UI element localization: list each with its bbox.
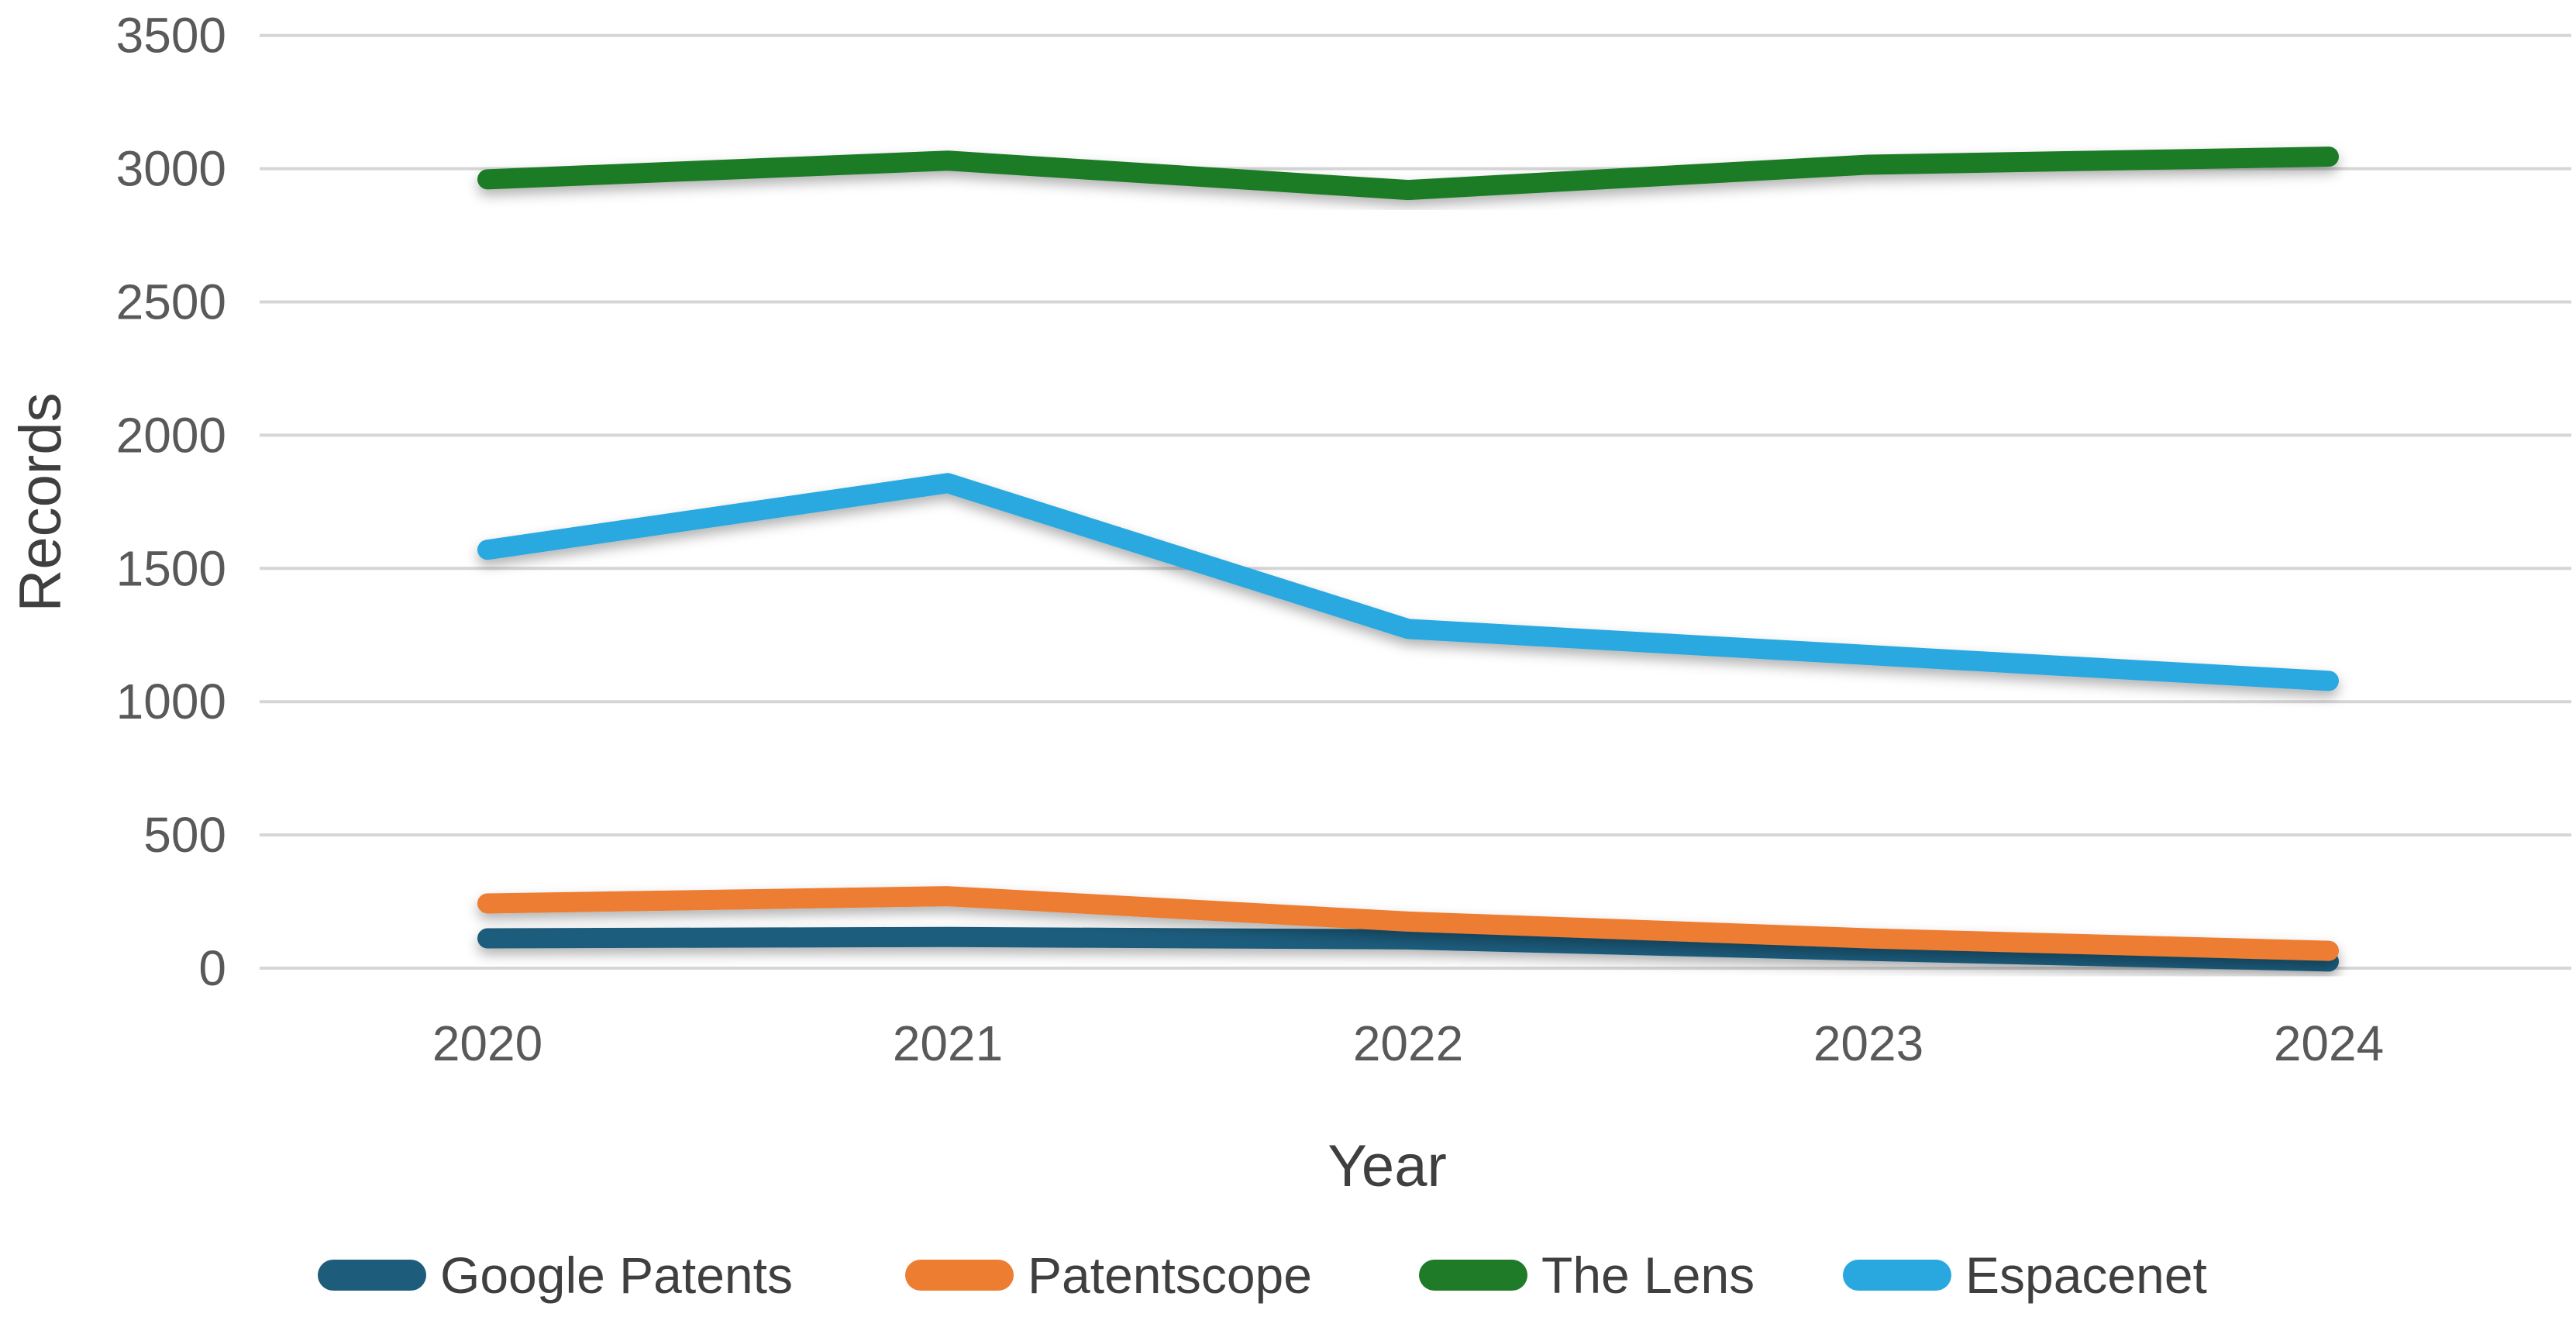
- legend-swatch-espacenet: [1843, 1260, 1951, 1291]
- x-tick-label-2024: 2024: [2274, 1015, 2384, 1071]
- y-tick-label-3000: 3000: [116, 141, 226, 197]
- y-tick-label-2500: 2500: [116, 274, 226, 330]
- legend-swatch-patentscope: [905, 1260, 1014, 1291]
- legend-label-google-patents: Google Patents: [440, 1246, 793, 1304]
- legend-swatch-google-patents: [318, 1260, 426, 1291]
- y-axis-title: Records: [8, 393, 74, 612]
- y-tick-label-1500: 1500: [116, 540, 226, 596]
- series-line-espacenet: [477, 473, 2339, 691]
- x-tick-label-2020: 2020: [432, 1015, 542, 1071]
- x-tick-label-2023: 2023: [1813, 1015, 1923, 1071]
- legend: Google Patents Patentscope The Lens Espacen…: [318, 1246, 2207, 1304]
- y-axis-tick-labels: 0 500 1000 1500 2000 2500 3000 3500: [116, 8, 226, 996]
- y-tick-label-500: 500: [143, 807, 226, 863]
- x-tick-label-2021: 2021: [893, 1015, 1003, 1071]
- legend-label-patentscope: Patentscope: [1028, 1246, 1312, 1304]
- y-tick-label-0: 0: [198, 940, 226, 996]
- y-tick-label-1000: 1000: [116, 674, 226, 729]
- series-line-patentscope: [477, 886, 2339, 961]
- x-axis-tick-labels: 2020 2021 2022 2023 2024: [432, 1015, 2384, 1071]
- x-tick-label-2022: 2022: [1353, 1015, 1463, 1071]
- series-lines: [477, 147, 2339, 972]
- legend-label-the-lens: The Lens: [1541, 1246, 1755, 1304]
- y-tick-label-2000: 2000: [116, 407, 226, 463]
- y-tick-label-3500: 3500: [116, 8, 226, 64]
- series-line-the-lens: [477, 147, 2339, 201]
- x-axis-title: Year: [1328, 1133, 1447, 1199]
- series-line-google-patents: [477, 926, 2339, 972]
- legend-label-espacenet: Espacenet: [1965, 1246, 2207, 1304]
- legend-swatch-the-lens: [1419, 1260, 1527, 1291]
